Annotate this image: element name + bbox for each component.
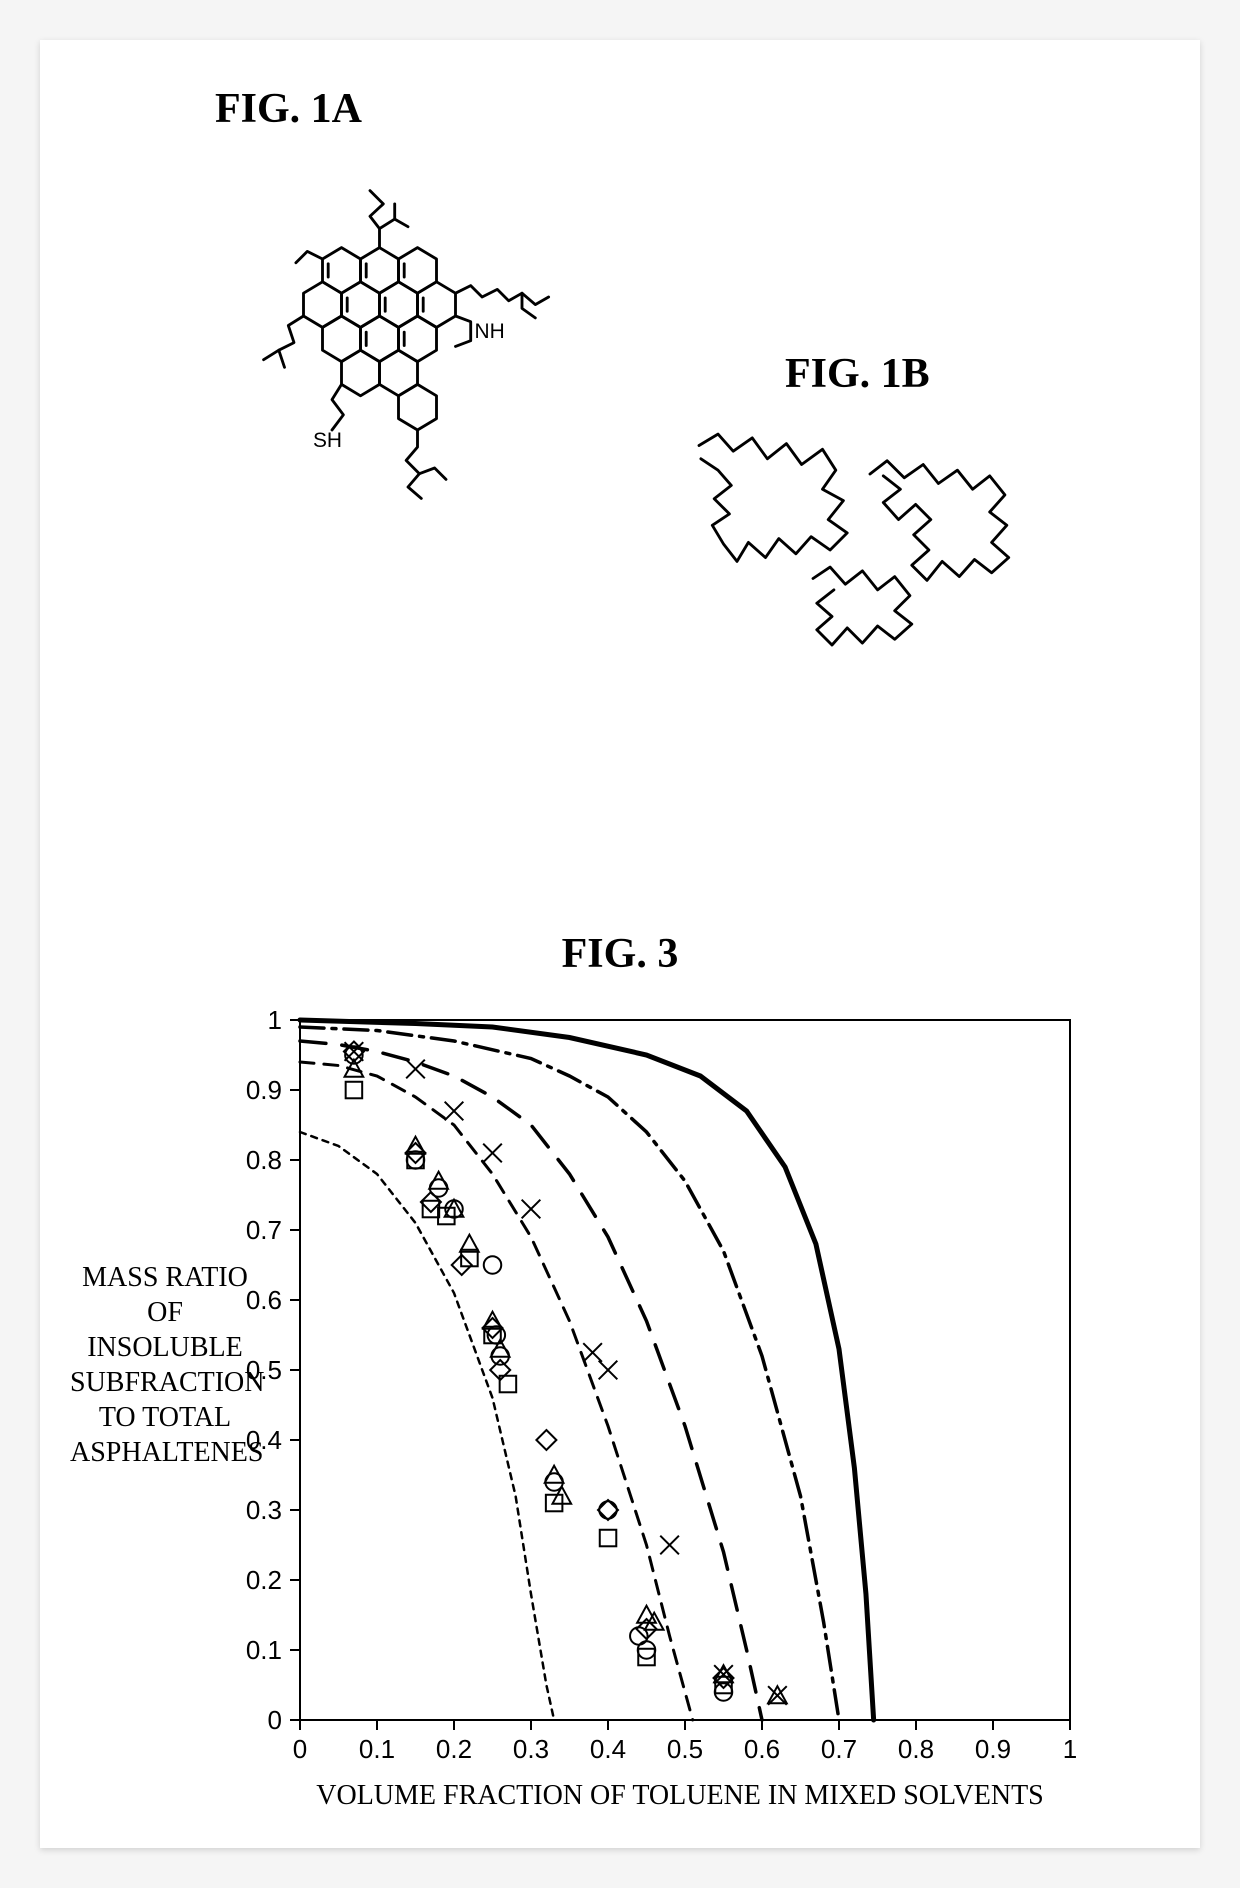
- svg-text:0.4: 0.4: [590, 1734, 626, 1764]
- svg-text:0.8: 0.8: [898, 1734, 934, 1764]
- svg-text:0.3: 0.3: [246, 1495, 282, 1525]
- svg-text:0.2: 0.2: [246, 1565, 282, 1595]
- svg-text:0.5: 0.5: [667, 1734, 703, 1764]
- marker-circle: [638, 1641, 656, 1659]
- marker-circle: [715, 1683, 733, 1701]
- page: FIG. 1A FIG. 1B FIG. 3: [40, 40, 1200, 1848]
- svg-text:0.1: 0.1: [246, 1635, 282, 1665]
- chart-y-axis-label: MASS RATIO OF INSOLUBLE SUBFRACTION TO T…: [70, 1260, 260, 1470]
- label-sh: SH: [313, 429, 342, 452]
- fig-3-chart: 0 0.1 0.2 0.3 0.4 0.5 0.6 0.7 0.8 0.9 1 0 0.1 0.2 0.3 0…: [230, 1000, 1090, 1780]
- curve-solid: [300, 1020, 874, 1720]
- chart-x-axis-label: VOLUME FRACTION OF TOLUENE IN MIXED SOLV…: [300, 1780, 1060, 1812]
- marker-diamond: [536, 1430, 556, 1450]
- svg-text:0: 0: [268, 1705, 282, 1735]
- marker-diamond: [598, 1500, 618, 1520]
- marker-square: [600, 1530, 617, 1547]
- svg-text:1: 1: [1063, 1734, 1077, 1764]
- curve-long-dash: [300, 1041, 762, 1720]
- svg-text:0.9: 0.9: [246, 1075, 282, 1105]
- svg-text:0.1: 0.1: [359, 1734, 395, 1764]
- molecule-1a-diagram: NH SH: [180, 145, 560, 525]
- fig-3-label: FIG. 3: [40, 930, 1200, 978]
- marker-square: [423, 1201, 440, 1218]
- marker-circle: [484, 1256, 502, 1274]
- svg-text:0.8: 0.8: [246, 1145, 282, 1175]
- molecule-1b-diagram: [680, 400, 1060, 700]
- curve-fine-dash: [300, 1132, 554, 1720]
- svg-text:0.2: 0.2: [436, 1734, 472, 1764]
- svg-text:1: 1: [268, 1005, 282, 1035]
- label-nh: NH: [475, 320, 505, 343]
- svg-text:0.9: 0.9: [975, 1734, 1011, 1764]
- svg-text:0: 0: [293, 1734, 307, 1764]
- fig-1a-label: FIG. 1A: [215, 85, 362, 133]
- marker-circle: [599, 1501, 617, 1519]
- svg-text:0.6: 0.6: [744, 1734, 780, 1764]
- svg-text:0.7: 0.7: [821, 1734, 857, 1764]
- marker-square: [346, 1082, 363, 1099]
- svg-text:0.3: 0.3: [513, 1734, 549, 1764]
- fig-1b-label: FIG. 1B: [785, 350, 930, 398]
- svg-text:0.7: 0.7: [246, 1215, 282, 1245]
